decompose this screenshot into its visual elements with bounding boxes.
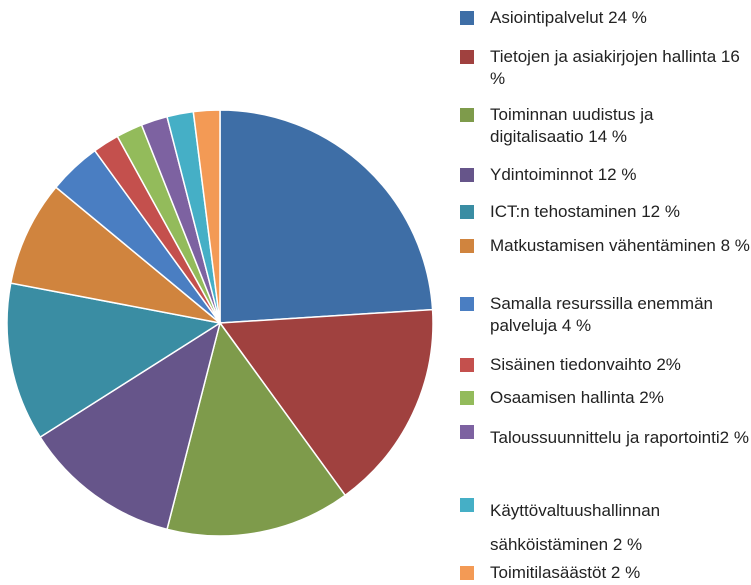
legend-label: Taloussuunnittelu ja raportointi2 %: [490, 428, 749, 447]
pie-slice: [219, 109, 434, 324]
legend-swatch: [460, 391, 474, 405]
pie: [6, 109, 434, 537]
legend-label: Sisäinen tiedonvaihto 2%: [490, 355, 681, 374]
legend-swatch: [460, 11, 474, 25]
legend-swatch: [460, 50, 474, 64]
legend-label: Ydintoiminnot 12 %: [490, 165, 637, 184]
legend-label: Asiointipalvelut 24 %: [490, 8, 647, 27]
legend-swatch: [460, 566, 474, 580]
pie-slice: [6, 282, 223, 439]
legend-swatch: [460, 239, 474, 253]
legend-label: ICT:n tehostaminen 12 %: [490, 202, 680, 221]
pie-slice: [218, 308, 434, 497]
pie-slice: [192, 109, 221, 324]
legend-label: Tietojen ja asiakirjojen hallinta 16 %: [490, 47, 740, 88]
legend-label: Osaamisen hallinta 2%: [490, 388, 664, 407]
legend-swatch: [460, 168, 474, 182]
legend-swatch: [460, 205, 474, 219]
legend-label: Matkustamisen vähentäminen 8 %: [490, 236, 750, 255]
legend-swatch: [460, 498, 474, 512]
legend-swatch: [460, 425, 474, 439]
legend-label: Käyttövaltuushallinnan sähköistäminen 2 …: [490, 501, 661, 554]
legend-label: Samalla resurssilla enemmän palveluja 4 …: [490, 294, 713, 335]
legend-swatch: [460, 108, 474, 122]
legend-label: Toimitilasäästöt 2 %: [490, 563, 641, 582]
legend-swatch: [460, 297, 474, 311]
legend-label: Toiminnan uudistus ja digitalisaatio 14 …: [490, 105, 654, 146]
pie-slice: [166, 321, 347, 537]
legend-swatch: [460, 358, 474, 372]
pie-slice: [9, 186, 221, 324]
pie-slice: [39, 321, 222, 531]
